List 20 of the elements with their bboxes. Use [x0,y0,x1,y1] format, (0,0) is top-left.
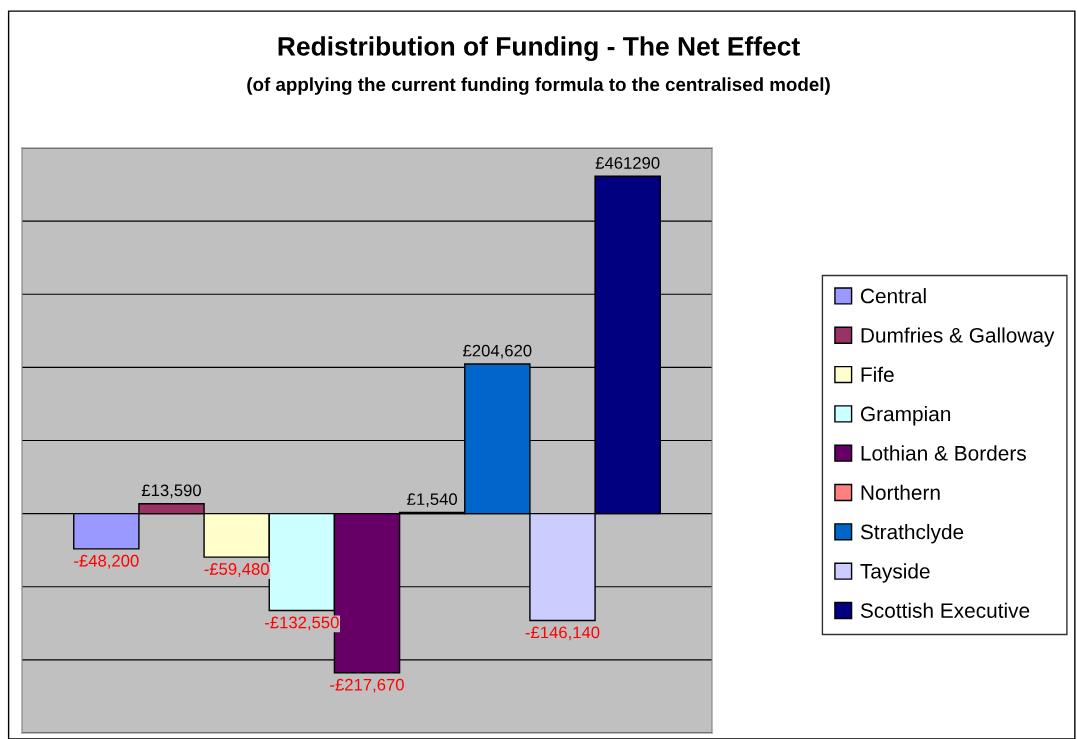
legend-label: Dumfries & Galloway [861,327,1055,347]
legend-label: Northern [861,484,940,500]
data-label: -£132,550 [265,616,339,631]
legend-label: Tayside [860,563,930,583]
data-label: £204,620 [463,344,532,359]
legend-label: Grampian [860,406,951,426]
data-label: -£59,480 [204,563,269,577]
legend-label: Fife [861,366,894,382]
legend-label: Central [860,288,926,304]
chart-subtitle: (of applying the current funding formula to the centralised model) [247,77,830,95]
legend-label: Strathclyde [860,523,964,544]
legend-label: Lothian & Borders [861,445,1026,461]
data-label: -£146,140 [525,626,600,641]
data-label: £1,540 [407,493,458,508]
data-label: -£48,200 [74,554,139,569]
data-label: £13,590 [141,484,201,499]
legend-label: Scottish Executive [860,602,1030,618]
data-label: -£217,670 [330,678,404,693]
chart-title: Redistribution of Funding - The Net Effect [278,36,800,62]
data-label: £461290 [595,157,660,169]
